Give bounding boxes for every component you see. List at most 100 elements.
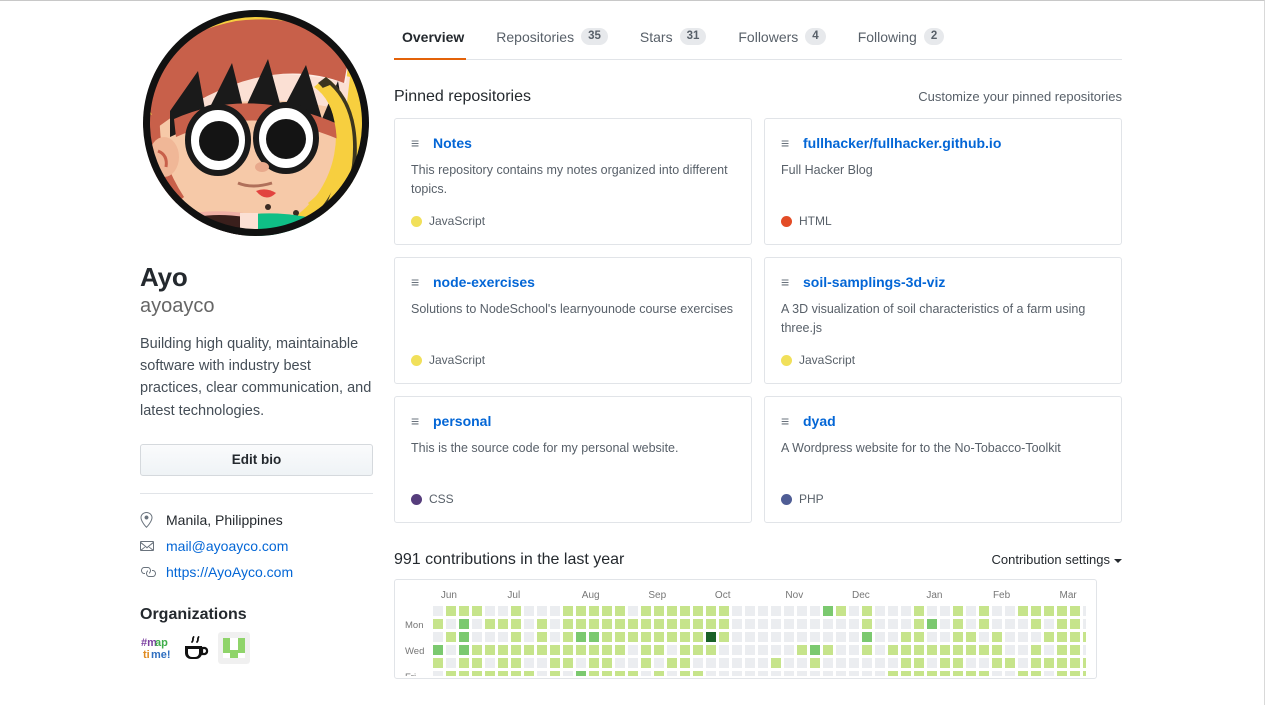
contribution-cell: [1044, 632, 1054, 642]
tab-repositories-label: Repositories: [496, 28, 575, 45]
pinned-repo-card[interactable]: ≡ soil-samplings-3d-viz A 3D visualizati…: [764, 257, 1122, 384]
contribution-cell: [472, 632, 482, 642]
contribution-cell: [680, 619, 690, 629]
contribution-graph[interactable]: JunJulAugSepOctNovDecJanFebMarAprMayJunM…: [394, 579, 1097, 679]
pinned-repo-description: A Wordpress website for to the No-Tobacc…: [781, 441, 1061, 455]
contribution-cell: [589, 619, 599, 629]
pinned-repo-card[interactable]: ≡ personal This is the source code for m…: [394, 396, 752, 523]
tab-following[interactable]: Following 2: [842, 28, 961, 59]
pinned-repo-language-label: JavaScript: [429, 214, 486, 228]
contribution-cell: [836, 632, 846, 642]
pinned-repo-card[interactable]: ≡ dyad A Wordpress website for to the No…: [764, 396, 1122, 523]
pinned-repo-name[interactable]: fullhacker/fullhacker.github.io: [803, 135, 1002, 151]
contribution-cell: [771, 671, 781, 676]
pinned-repo-description: Solutions to NodeSchool's learnyounode c…: [411, 302, 734, 316]
contribution-cell: [797, 671, 807, 676]
pinned-repo-header: ≡ Notes: [411, 135, 735, 151]
contribution-cell: [485, 606, 495, 616]
customize-pinned-link[interactable]: Customize your pinned repositories: [918, 89, 1122, 104]
contribution-cell: [615, 658, 625, 668]
contribution-day-label: Mon: [405, 620, 423, 631]
contribution-cell: [615, 606, 625, 616]
contribution-cell: [784, 632, 794, 642]
org-avatar-coffee[interactable]: [179, 632, 211, 665]
pinned-repo-card[interactable]: ≡ node-exercises Solutions to NodeSchool…: [394, 257, 752, 384]
contribution-cell: [589, 671, 599, 676]
contribution-cell: [1031, 632, 1041, 642]
contribution-cell: [914, 645, 924, 655]
contribution-cell: [953, 645, 963, 655]
contribution-cell: [1018, 658, 1028, 668]
pinned-title: Pinned repositories: [394, 88, 531, 105]
pinned-repo-card[interactable]: ≡ fullhacker/fullhacker.github.io Full H…: [764, 118, 1122, 245]
contribution-cell: [966, 606, 976, 616]
contribution-month-label: Sep: [648, 590, 666, 601]
contribution-cell: [927, 632, 937, 642]
contribution-cell: [498, 645, 508, 655]
repo-icon: ≡: [781, 413, 790, 429]
contribution-cell: [927, 606, 937, 616]
pinned-repo-name[interactable]: Notes: [433, 135, 472, 151]
pinned-repo-header: ≡ personal: [411, 413, 735, 429]
profile-website[interactable]: https://AyoAyco.com: [140, 560, 373, 584]
tab-repositories[interactable]: Repositories 35: [480, 28, 624, 59]
contribution-cell: [784, 606, 794, 616]
pinned-repositories-grid: ≡ Notes This repository contains my note…: [394, 118, 1122, 523]
contribution-cell: [654, 606, 664, 616]
contribution-cell: [732, 671, 742, 676]
contribution-cell: [628, 658, 638, 668]
profile-email[interactable]: mail@ayoayco.com: [140, 534, 373, 558]
link-icon: [140, 564, 158, 580]
edit-bio-button[interactable]: Edit bio: [140, 444, 373, 477]
contribution-cell: [602, 606, 612, 616]
contribution-cell: [979, 606, 989, 616]
contribution-cell: [914, 619, 924, 629]
pinned-repo-name[interactable]: personal: [433, 413, 492, 429]
contribution-cell: [537, 645, 547, 655]
contribution-cell: [810, 658, 820, 668]
contribution-cell: [1070, 632, 1080, 642]
contribution-cell: [563, 632, 573, 642]
contribution-cell: [1018, 632, 1028, 642]
tab-overview[interactable]: Overview: [394, 29, 480, 60]
pinned-repo-name[interactable]: soil-samplings-3d-viz: [803, 274, 946, 290]
contribution-cell: [1057, 658, 1067, 668]
profile-email-link[interactable]: mail@ayoayco.com: [166, 538, 289, 555]
tab-followers[interactable]: Followers 4: [722, 28, 841, 59]
profile-website-link[interactable]: https://AyoAyco.com: [166, 564, 294, 581]
pinned-repo-name[interactable]: dyad: [803, 413, 836, 429]
profile-bio: Building high quality, maintainable soft…: [140, 335, 372, 419]
pinned-repo-header: ≡ fullhacker/fullhacker.github.io: [781, 135, 1105, 151]
pinned-repo-card[interactable]: ≡ Notes This repository contains my note…: [394, 118, 752, 245]
pinned-repo-name[interactable]: node-exercises: [433, 274, 535, 290]
contribution-cell: [641, 658, 651, 668]
contribution-cell: [953, 632, 963, 642]
contribution-cell: [680, 606, 690, 616]
contribution-cell: [446, 606, 456, 616]
contribution-cell: [797, 606, 807, 616]
contribution-settings-button[interactable]: Contribution settings: [991, 552, 1122, 567]
contribution-cell: [1057, 645, 1067, 655]
contribution-cell: [849, 606, 859, 616]
contribution-month-label: Aug: [582, 590, 600, 601]
tab-stars[interactable]: Stars 31: [624, 28, 722, 59]
avatar-image: [143, 10, 369, 236]
contribution-cell: [719, 645, 729, 655]
contribution-cell: [511, 658, 521, 668]
contribution-cell: [719, 671, 729, 676]
contribution-cell: [524, 671, 534, 676]
contribution-cell: [953, 671, 963, 676]
contribution-cell: [758, 658, 768, 668]
contribution-cell: [771, 645, 781, 655]
contribution-cell: [446, 645, 456, 655]
contribution-cell: [953, 619, 963, 629]
contribution-cell: [459, 606, 469, 616]
contribution-cell: [836, 619, 846, 629]
org-avatar-green-logo[interactable]: [218, 632, 250, 665]
contribution-cell: [472, 619, 482, 629]
contribution-cell: [901, 606, 911, 616]
org-avatar-map-time[interactable]: #m ap ti me!: [140, 632, 172, 665]
contribution-cell: [940, 658, 950, 668]
avatar[interactable]: [140, 7, 372, 239]
repo-icon: ≡: [781, 135, 790, 151]
